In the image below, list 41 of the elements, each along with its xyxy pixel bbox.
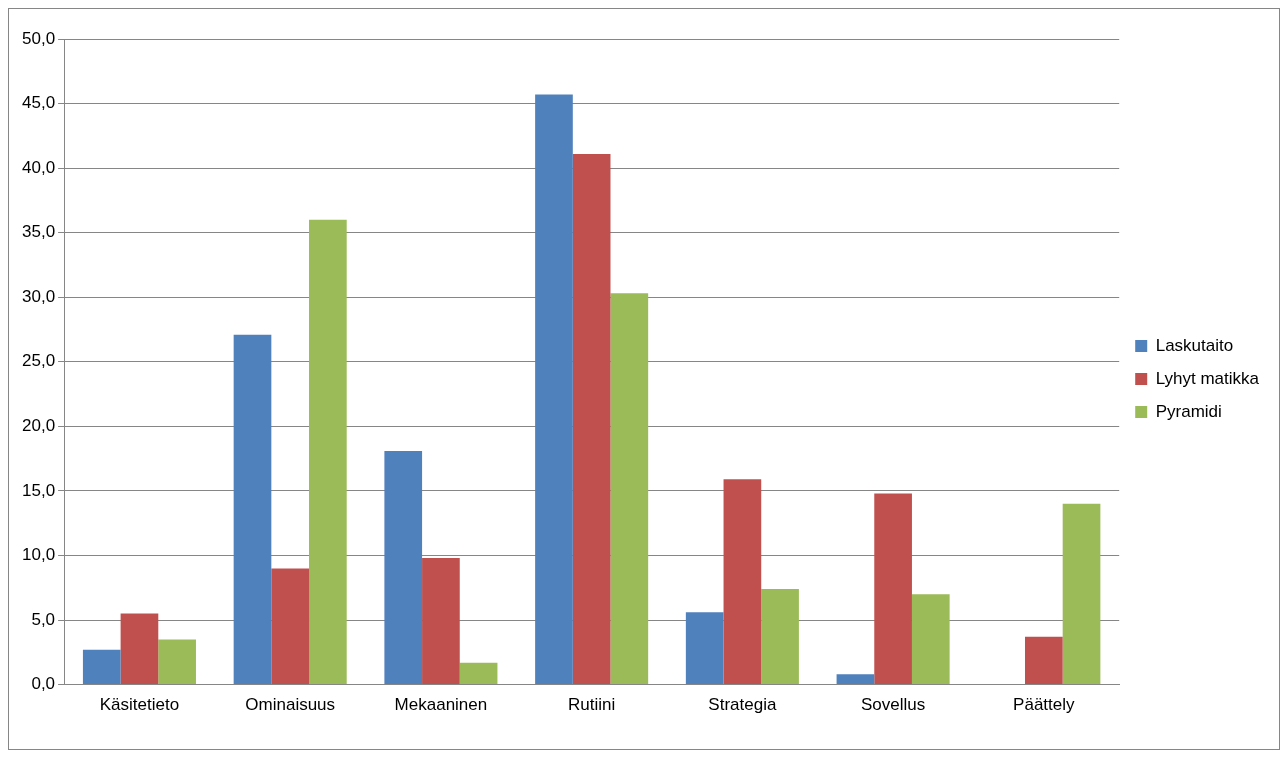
legend-label: Laskutaito: [1155, 335, 1234, 355]
x-tick-label: Mekaaninen: [394, 695, 488, 715]
y-tick-label: 25,0: [21, 351, 56, 371]
bar: [874, 493, 912, 685]
x-tick-label: Sovellus: [860, 695, 926, 715]
x-tick-label: Ominaisuus: [245, 695, 336, 715]
bar: [761, 589, 799, 685]
x-tick-label: Päättely: [1013, 695, 1076, 715]
bar: [1025, 636, 1063, 685]
bar: [309, 219, 347, 685]
bar: [572, 153, 611, 685]
bar: [120, 613, 159, 685]
bar: [459, 662, 498, 685]
bar: [723, 479, 762, 685]
legend-label: Pyramidi: [1155, 401, 1222, 421]
y-tick-label: 5,0: [31, 609, 56, 629]
bar: [82, 649, 121, 685]
y-tick-label: 40,0: [21, 157, 56, 177]
y-tick-label: 0,0: [31, 674, 56, 694]
bar: [271, 568, 310, 685]
y-tick-label: 45,0: [21, 93, 56, 113]
bar: [610, 293, 649, 685]
y-tick-label: 35,0: [21, 222, 56, 242]
bar: [535, 94, 573, 685]
y-tick-label: 30,0: [21, 286, 56, 306]
y-tick-label: 10,0: [21, 545, 56, 565]
x-tick-label: Strategia: [708, 695, 777, 715]
bar: [911, 594, 950, 685]
bar: [836, 674, 875, 685]
y-tick-label: 20,0: [21, 416, 56, 436]
bar: [384, 450, 423, 685]
bar: [422, 558, 460, 685]
bar: [1062, 503, 1101, 685]
legend-label: Lyhyt matikka: [1155, 368, 1260, 388]
x-tick-label: Käsitetieto: [99, 695, 180, 715]
bar: [233, 334, 272, 685]
y-tick-label: 50,0: [21, 28, 56, 48]
bar: [158, 639, 196, 685]
x-tick-label: Rutiini: [568, 695, 616, 715]
bar: [685, 612, 724, 685]
y-tick-label: 15,0: [21, 480, 56, 500]
